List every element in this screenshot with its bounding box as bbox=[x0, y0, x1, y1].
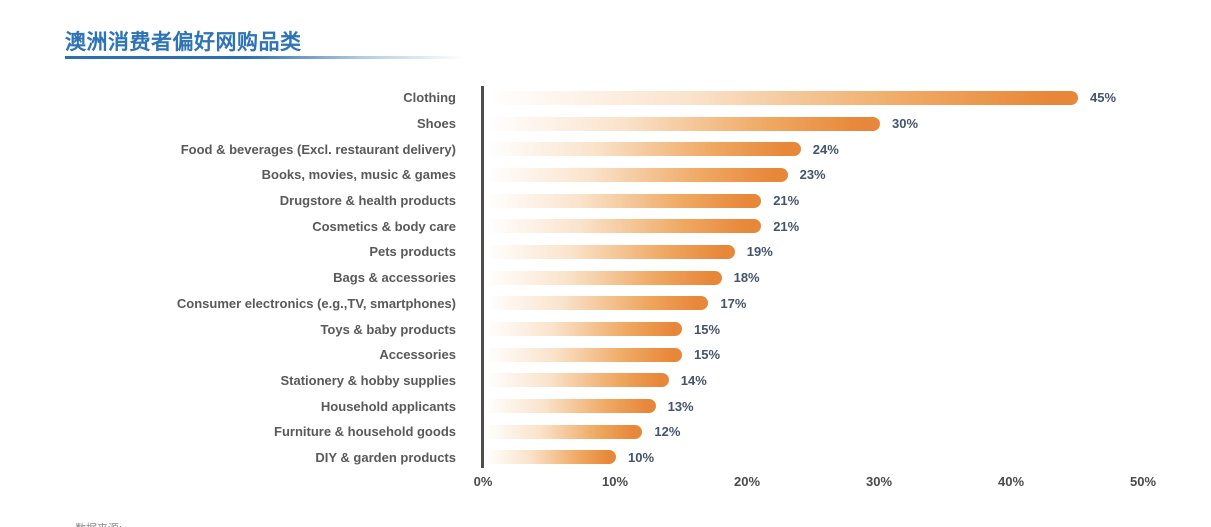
chart-row: Books, movies, music & games 23% bbox=[0, 162, 1211, 188]
value-label: 10% bbox=[628, 449, 655, 465]
value-label: 30% bbox=[892, 116, 919, 132]
x-tick-label: 20% bbox=[733, 474, 761, 489]
category-label: Cosmetics & body care bbox=[312, 218, 456, 234]
bar bbox=[484, 219, 762, 234]
chart-row: Clothing 45% bbox=[0, 85, 1211, 111]
bar bbox=[484, 270, 722, 285]
category-label: DIY & garden products bbox=[315, 449, 456, 465]
value-label: 14% bbox=[680, 372, 707, 388]
bar bbox=[484, 347, 682, 362]
value-label: 19% bbox=[746, 244, 773, 260]
title-underline bbox=[65, 56, 465, 59]
value-label: 17% bbox=[720, 295, 747, 311]
bar-rows: Clothing 45% Shoes 30% Food & beverages (Exc… bbox=[0, 85, 1211, 470]
bar bbox=[484, 167, 788, 182]
x-tick-label: 40% bbox=[997, 474, 1025, 489]
category-label: Bags & accessories bbox=[333, 270, 456, 286]
bar bbox=[484, 296, 709, 311]
page-title: 澳洲消费者偏好网购品类 bbox=[65, 31, 302, 54]
category-label: Accessories bbox=[379, 347, 456, 363]
x-axis: 0% 10% 20% 30% 40% 50% bbox=[0, 474, 1211, 494]
chart-row: Drugstore & health products 21% bbox=[0, 188, 1211, 214]
chart-row: Food & beverages (Excl. restaurant deliv… bbox=[0, 136, 1211, 162]
category-label: Household applicants bbox=[320, 398, 456, 414]
chart-row: Toys & baby products 15% bbox=[0, 316, 1211, 342]
value-label: 24% bbox=[812, 141, 839, 157]
category-label: Toys & baby products bbox=[320, 321, 456, 337]
chart-row: Shoes 30% bbox=[0, 111, 1211, 137]
value-label: 15% bbox=[694, 321, 721, 337]
chart-row: DIY & garden products 10% bbox=[0, 445, 1211, 471]
y-axis-line bbox=[481, 86, 484, 468]
value-label: 12% bbox=[654, 424, 681, 440]
value-label: 45% bbox=[1090, 90, 1117, 106]
bar bbox=[484, 193, 762, 208]
value-label: 21% bbox=[773, 218, 800, 234]
category-label: Drugstore & health products bbox=[279, 193, 456, 209]
chart-row: Bags & accessories 18% bbox=[0, 265, 1211, 291]
bar bbox=[484, 450, 616, 465]
chart-row: Pets products 19% bbox=[0, 239, 1211, 265]
source-note: 数据来源: bbox=[75, 520, 122, 527]
value-label: 23% bbox=[799, 167, 826, 183]
bar bbox=[484, 424, 643, 439]
chart-row: Furniture & household goods 12% bbox=[0, 419, 1211, 445]
category-label: Stationery & hobby supplies bbox=[280, 372, 456, 388]
category-label: Shoes bbox=[416, 116, 456, 132]
value-label: 21% bbox=[773, 193, 800, 209]
category-label: Clothing bbox=[403, 90, 456, 106]
x-tick-label: 0% bbox=[473, 474, 493, 489]
bar bbox=[484, 90, 1078, 105]
chart-row: Accessories 15% bbox=[0, 342, 1211, 368]
category-label: Food & beverages (Excl. restaurant deliv… bbox=[180, 141, 456, 157]
category-label: Consumer electronics (e.g.,TV, smartphon… bbox=[176, 295, 456, 311]
bar-chart: Clothing 45% Shoes 30% Food & beverages (Exc… bbox=[0, 85, 1211, 495]
bar bbox=[484, 142, 801, 157]
value-label: 13% bbox=[667, 398, 694, 414]
category-label: Pets products bbox=[369, 244, 456, 260]
bar bbox=[484, 373, 669, 388]
bar bbox=[484, 244, 735, 259]
x-tick-label: 30% bbox=[865, 474, 893, 489]
value-label: 15% bbox=[694, 347, 721, 363]
chart-row: Consumer electronics (e.g.,TV, smartphon… bbox=[0, 291, 1211, 317]
chart-row: Cosmetics & body care 21% bbox=[0, 213, 1211, 239]
bar bbox=[484, 322, 682, 337]
value-label: 18% bbox=[733, 270, 760, 286]
category-label: Furniture & household goods bbox=[274, 424, 456, 440]
chart-row: Household applicants 13% bbox=[0, 393, 1211, 419]
x-tick-label: 10% bbox=[601, 474, 629, 489]
category-label: Books, movies, music & games bbox=[261, 167, 456, 183]
x-tick-label: 50% bbox=[1129, 474, 1157, 489]
bar bbox=[484, 399, 656, 414]
chart-row: Stationery & hobby supplies 14% bbox=[0, 368, 1211, 394]
bar bbox=[484, 116, 880, 131]
